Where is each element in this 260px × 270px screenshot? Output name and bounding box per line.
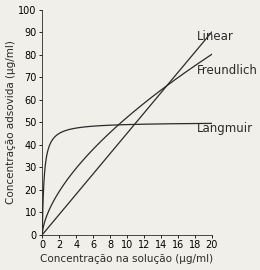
- X-axis label: Concentração na solução (µg/ml): Concentração na solução (µg/ml): [40, 254, 213, 264]
- Text: Freundlich: Freundlich: [197, 64, 257, 77]
- Text: Linear: Linear: [197, 30, 233, 43]
- Y-axis label: Concentração adsovida (µg/ml): Concentração adsovida (µg/ml): [5, 40, 16, 204]
- Text: Langmuir: Langmuir: [197, 122, 252, 135]
